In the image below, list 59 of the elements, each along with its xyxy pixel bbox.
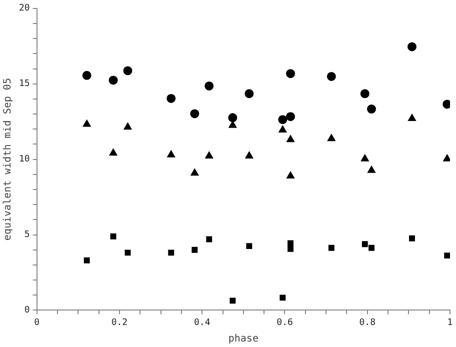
y-axis-title: equivalent width mid Sep 05: [2, 78, 14, 241]
point: [327, 134, 336, 142]
point: [206, 236, 212, 242]
point: [246, 243, 252, 250]
point: [407, 42, 416, 52]
y-tick-label: 20: [18, 4, 30, 14]
point: [108, 76, 118, 85]
point: [190, 168, 199, 176]
x-tick-label: 1: [447, 318, 453, 328]
point: [286, 172, 294, 179]
point: [167, 150, 176, 158]
point: [278, 126, 287, 133]
y-tick-label: 15: [18, 79, 30, 90]
point: [82, 70, 92, 80]
x-tick-label: 0.2: [111, 318, 128, 328]
point: [286, 69, 296, 78]
point: [409, 235, 415, 242]
x-tick-label: 0.8: [359, 318, 376, 328]
point: [205, 151, 214, 158]
point: [230, 298, 236, 304]
point: [168, 250, 174, 256]
point: [286, 112, 296, 122]
point: [110, 233, 116, 240]
point: [367, 104, 376, 114]
point: [166, 94, 176, 103]
point: [444, 252, 450, 259]
y-tick-label: 5: [24, 230, 30, 240]
point: [288, 240, 294, 246]
x-axis-title: phase: [228, 334, 258, 345]
point: [443, 154, 450, 162]
point: [368, 166, 376, 173]
point: [244, 89, 254, 98]
point: [190, 109, 200, 118]
x-tick-label: 0.4: [194, 318, 210, 328]
point: [192, 246, 198, 253]
point: [228, 113, 238, 122]
point: [368, 244, 374, 251]
point: [362, 241, 368, 248]
point: [288, 246, 294, 252]
point: [360, 154, 369, 162]
point: [280, 294, 286, 301]
point: [360, 89, 370, 98]
point: [245, 151, 254, 158]
point: [328, 244, 334, 251]
point: [124, 250, 131, 256]
x-tick-label: 0.6: [276, 318, 293, 328]
x-tick-label: 0: [34, 318, 40, 328]
point: [278, 115, 288, 124]
y-tick-label: 0: [24, 306, 30, 316]
y-tick-label: 10: [18, 154, 30, 165]
point: [109, 148, 118, 156]
point: [124, 122, 132, 130]
point: [286, 135, 294, 142]
point: [204, 81, 214, 90]
point: [326, 72, 336, 81]
point: [408, 114, 416, 122]
point: [123, 66, 132, 76]
point: [82, 120, 91, 127]
point: [84, 257, 90, 264]
